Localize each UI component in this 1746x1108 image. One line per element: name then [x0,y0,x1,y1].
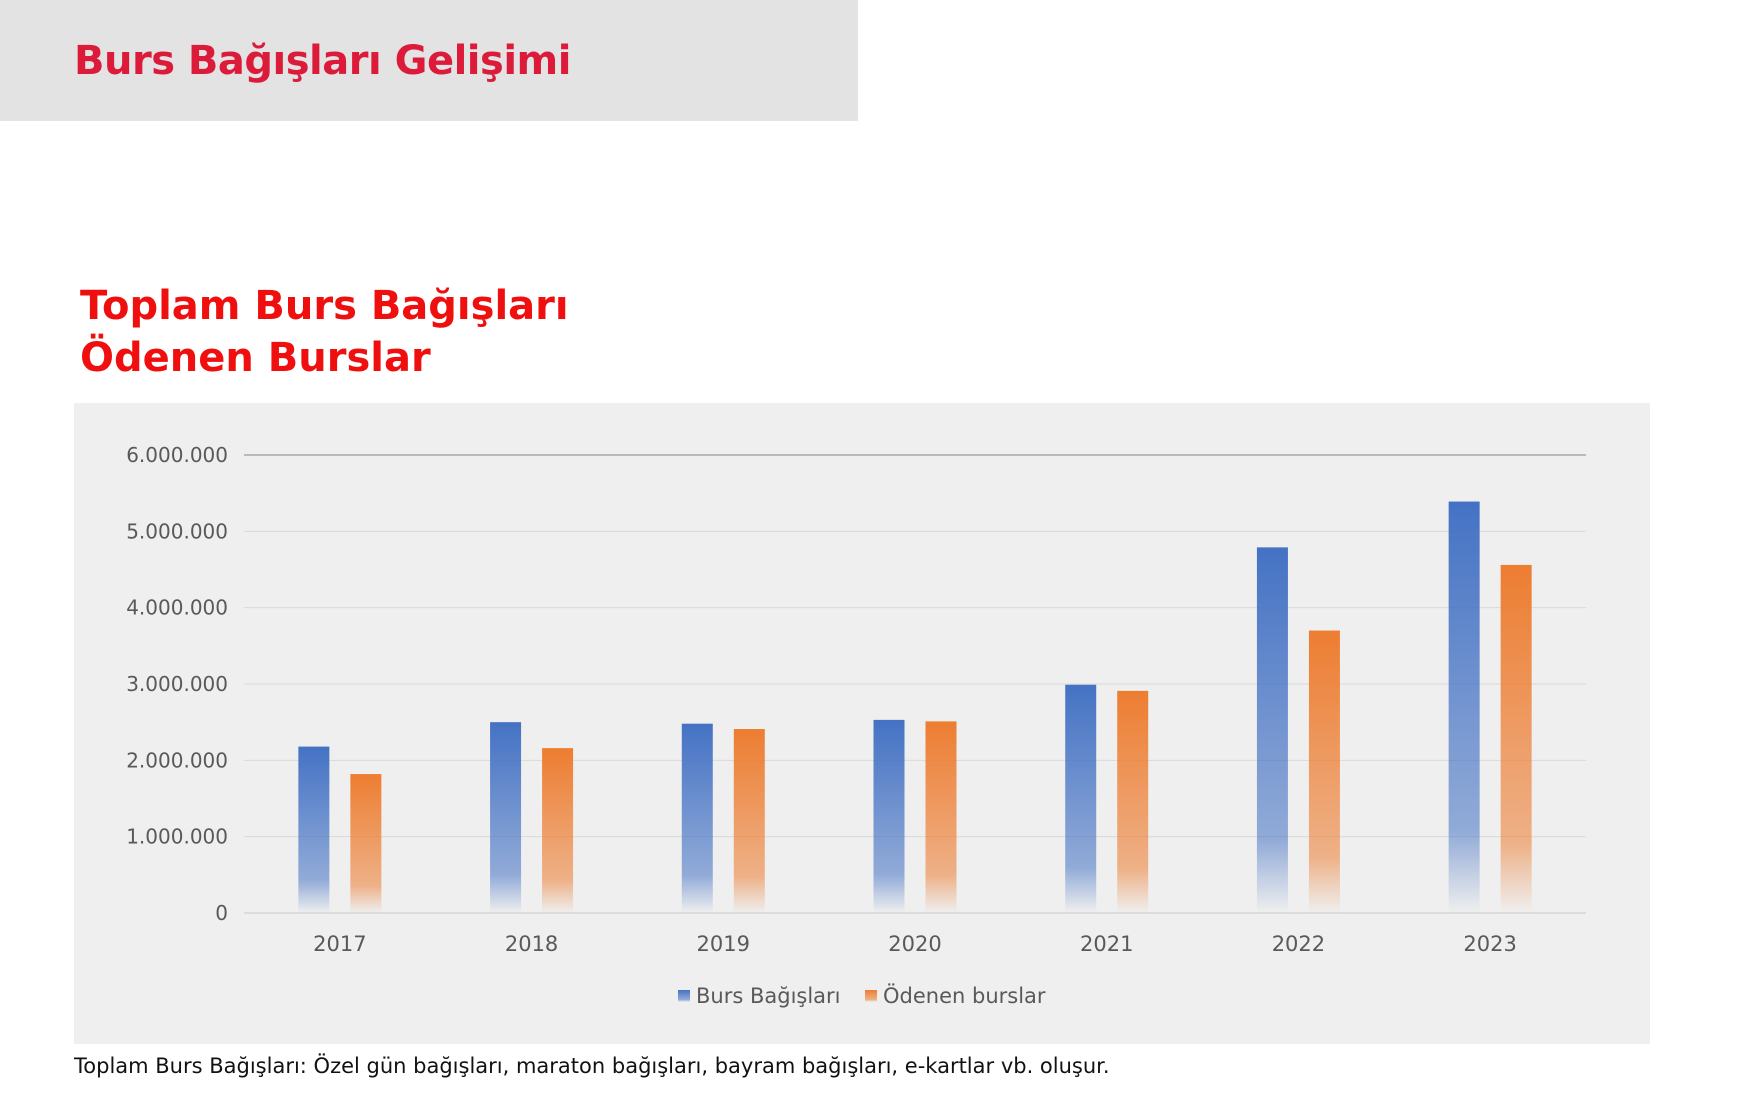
chart-heading-line-1: Toplam Burs Bağışları [80,283,569,329]
bar-burs-bagislari-2020 [873,719,905,913]
bar-odenen-burslar-2019 [733,729,765,913]
x-tick-label: 2019 [697,932,750,956]
x-tick-label: 2022 [1272,932,1325,956]
footnote: Toplam Burs Bağışları: Özel gün bağışlar… [74,1054,1110,1078]
bar-burs-bagislari-2018 [490,722,522,913]
legend-swatch-2 [865,990,877,1002]
y-tick-label: 6.000.000 [126,443,228,467]
chart-panel: 0 1.000.000 2.000.000 3.000.000 4.000.000 5.0… [74,403,1650,1044]
y-tick-label: 1.000.000 [126,825,228,849]
x-tick-label: 2021 [1080,932,1133,956]
x-tick-label: 2020 [888,932,941,956]
header-band [0,0,858,121]
bar-odenen-burslar-2020 [925,721,957,913]
legend-label-1: Burs Bağışları [696,984,841,1008]
bar-chart: 0 1.000.000 2.000.000 3.000.000 4.000.000 5.0… [126,443,1586,1008]
legend-label-2: Ödenen burslar [883,983,1046,1008]
y-tick-label: 5.000.000 [126,519,228,543]
chart-heading: Toplam Burs Bağışları Ödenen Burslar [80,280,569,384]
y-tick-label: 2.000.000 [126,748,228,772]
bar-burs-bagislari-2017 [298,746,330,913]
bar-odenen-burslar-2017 [350,774,382,913]
x-tick-label: 2018 [505,932,558,956]
bar-burs-bagislari-2019 [681,723,713,913]
page-title: Burs Bağışları Gelişimi [74,38,571,84]
x-tick-label: 2023 [1463,932,1516,956]
y-tick-label: 0 [215,901,228,925]
bar-burs-bagislari-2022 [1256,547,1288,913]
bar-odenen-burslar-2023 [1500,564,1532,913]
y-tick-label: 4.000.000 [126,596,228,620]
bar-odenen-burslar-2018 [542,748,574,913]
bar-odenen-burslar-2021 [1117,690,1149,913]
chart-heading-line-2: Ödenen Burslar [80,335,431,381]
bar-odenen-burslar-2022 [1308,630,1340,913]
bar-burs-bagislari-2023 [1448,501,1480,913]
x-tick-label: 2017 [313,932,366,956]
bar-burs-bagislari-2021 [1065,684,1097,913]
legend-swatch-1 [678,990,690,1002]
y-tick-label: 3.000.000 [126,672,228,696]
